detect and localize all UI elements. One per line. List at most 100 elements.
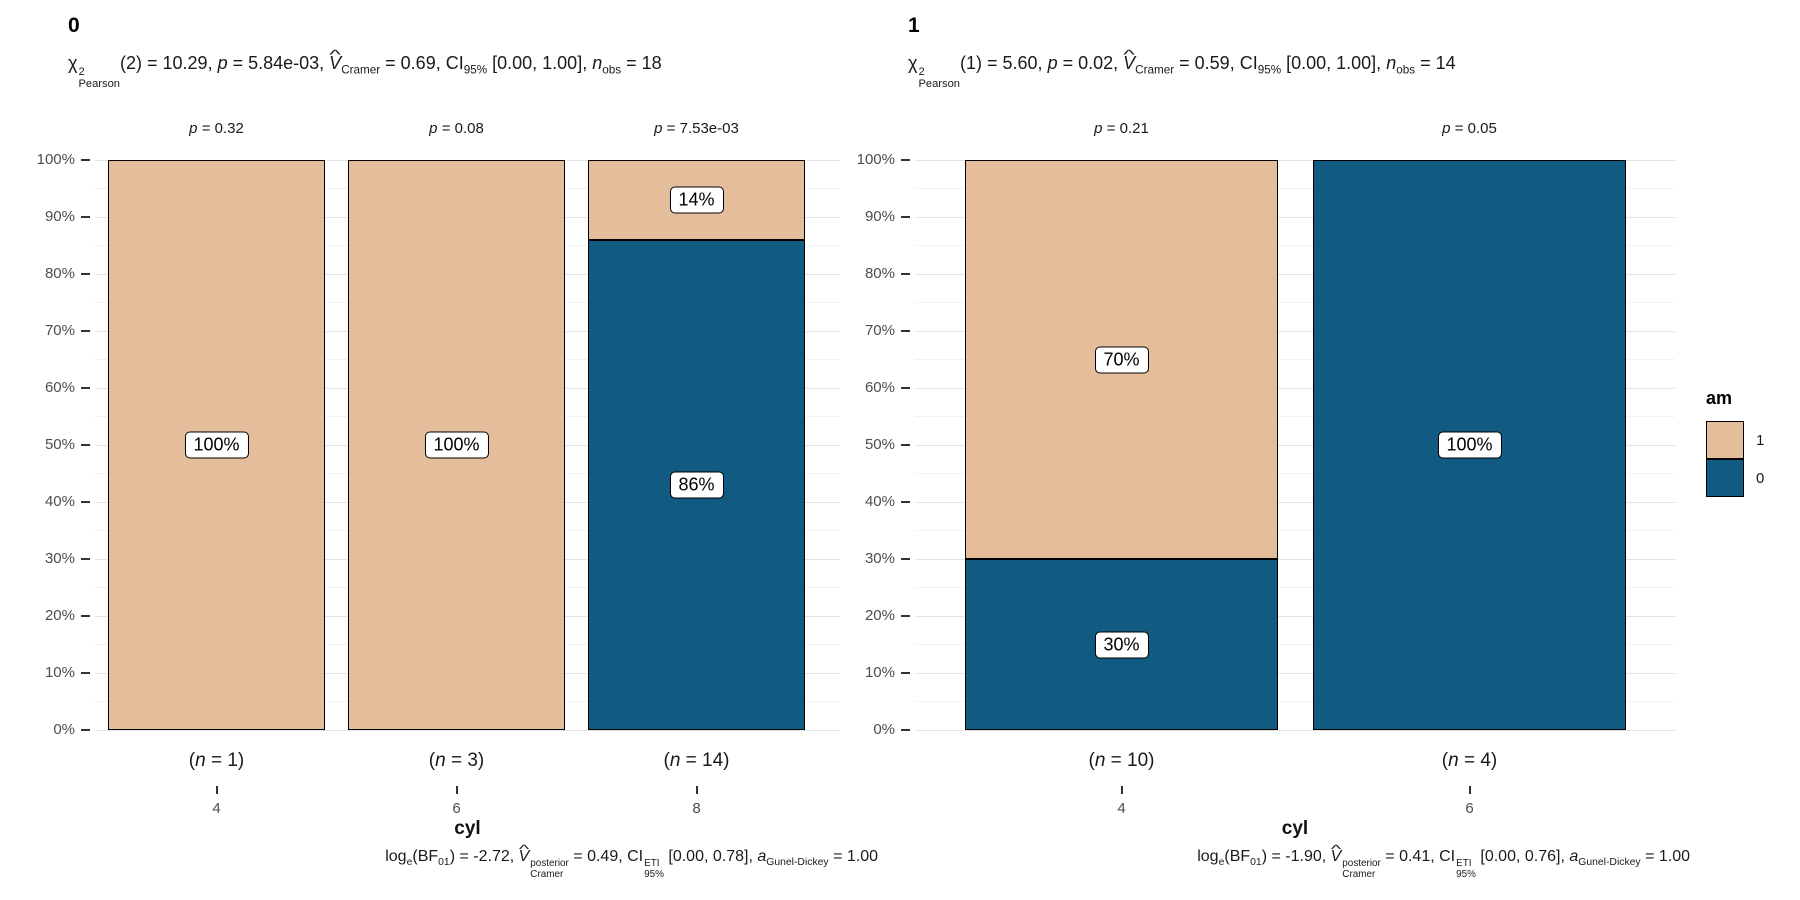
y-tick-label: 50% (864, 436, 895, 453)
p-value-label: p = 0.21 (1094, 120, 1149, 137)
legend-title: am (1706, 388, 1733, 408)
legend-key-am-0 (1706, 459, 1744, 497)
y-tick-mark (901, 615, 910, 617)
p-value-label: p = 7.53e-03 (654, 120, 739, 137)
gridline-major (915, 672, 1675, 674)
gridline-minor (915, 587, 1675, 588)
y-tick-mark (81, 273, 90, 275)
gridline-major (915, 501, 1675, 503)
percent-label: 70% (1094, 346, 1149, 373)
x-tick-mark (1120, 786, 1123, 794)
y-tick-mark (901, 387, 910, 389)
n-label: (n = 14) (663, 750, 730, 771)
gridline-major (915, 216, 1675, 218)
gridline-minor (915, 302, 1675, 303)
y-tick-mark (81, 615, 90, 617)
y-tick-label: 100% (36, 151, 75, 168)
gridline-minor (915, 416, 1675, 417)
y-tick-label: 0% (873, 721, 895, 738)
p-value-label: p = 0.32 (189, 120, 244, 137)
y-tick-label: 80% (864, 265, 895, 282)
y-tick-label: 70% (864, 322, 895, 339)
x-tick-mark (1468, 786, 1471, 794)
y-tick-mark (901, 273, 910, 275)
x-tick-label: 6 (1465, 800, 1474, 817)
gridline-major (915, 615, 1675, 617)
y-tick-label: 30% (44, 550, 75, 567)
y-tick-mark (81, 330, 90, 332)
n-label: (n = 10) (1088, 750, 1155, 771)
x-tick-mark (695, 786, 698, 794)
legend-item-am-0: 0 (1706, 459, 1764, 497)
y-tick-mark (901, 729, 910, 731)
legend-label-am-1: 1 (1756, 431, 1765, 449)
y-tick-label: 90% (864, 208, 895, 225)
y-tick-mark (81, 501, 90, 503)
y-tick-label: 10% (864, 664, 895, 681)
percent-label: 86% (669, 471, 724, 499)
percent-label: 100% (184, 431, 249, 459)
y-tick-mark (901, 444, 910, 446)
y-tick-label: 50% (44, 436, 75, 453)
n-label: (n = 1) (188, 750, 245, 771)
y-tick-label: 40% (44, 493, 75, 510)
percent-label: 14% (669, 186, 724, 214)
gridline-major (915, 273, 1675, 275)
gridline-major (915, 444, 1675, 446)
y-tick-mark (901, 216, 910, 218)
panel-title: 1 (908, 14, 920, 37)
y-tick-label: 100% (856, 151, 895, 168)
y-tick-label: 60% (864, 379, 895, 396)
y-tick-mark (81, 387, 90, 389)
legend-item-am-1: 1 (1706, 421, 1764, 459)
x-tick-mark (215, 786, 218, 794)
y-tick-label: 20% (864, 607, 895, 624)
x-axis-title: cyl (454, 818, 481, 839)
legend-key-am-1 (1706, 421, 1744, 459)
legend-label-am-0: 0 (1756, 469, 1765, 487)
gridline-minor (915, 245, 1675, 246)
y-tick-label: 90% (44, 208, 75, 225)
x-tick-label: 8 (692, 800, 701, 817)
gridline-major (915, 387, 1675, 389)
y-tick-mark (901, 501, 910, 503)
y-tick-label: 60% (44, 379, 75, 396)
p-value-label: p = 0.05 (1442, 120, 1497, 137)
legend: am 1 0 (1706, 388, 1764, 497)
y-tick-mark (81, 672, 90, 674)
gridline-minor (915, 701, 1675, 702)
y-tick-mark (901, 672, 910, 674)
y-tick-label: 70% (44, 322, 75, 339)
gridline-major (915, 159, 1675, 161)
gridline-major (915, 729, 1675, 731)
gridline-minor (915, 188, 1675, 189)
gridline-major (915, 558, 1675, 560)
gridline-minor (915, 473, 1675, 474)
x-axis-title: cyl (1281, 818, 1309, 839)
y-tick-mark (81, 159, 90, 161)
percent-label: 30% (1094, 631, 1149, 658)
y-tick-label: 20% (44, 607, 75, 624)
y-tick-label: 40% (864, 493, 895, 510)
x-tick-mark (455, 786, 458, 794)
x-tick-label: 4 (212, 800, 221, 817)
y-tick-mark (81, 729, 90, 731)
gridline-major (915, 330, 1675, 332)
n-label: (n = 4) (1441, 750, 1498, 771)
p-value-label: p = 0.08 (429, 120, 484, 137)
y-tick-mark (901, 558, 910, 560)
y-tick-mark (81, 444, 90, 446)
panel-title: 0 (68, 14, 80, 37)
gridline-minor (915, 359, 1675, 360)
y-tick-label: 30% (864, 550, 895, 567)
y-tick-mark (901, 159, 910, 161)
y-tick-label: 0% (53, 721, 75, 738)
n-label: (n = 3) (428, 750, 485, 771)
x-tick-label: 6 (452, 800, 461, 817)
y-tick-mark (901, 330, 910, 332)
y-tick-label: 80% (44, 265, 75, 282)
